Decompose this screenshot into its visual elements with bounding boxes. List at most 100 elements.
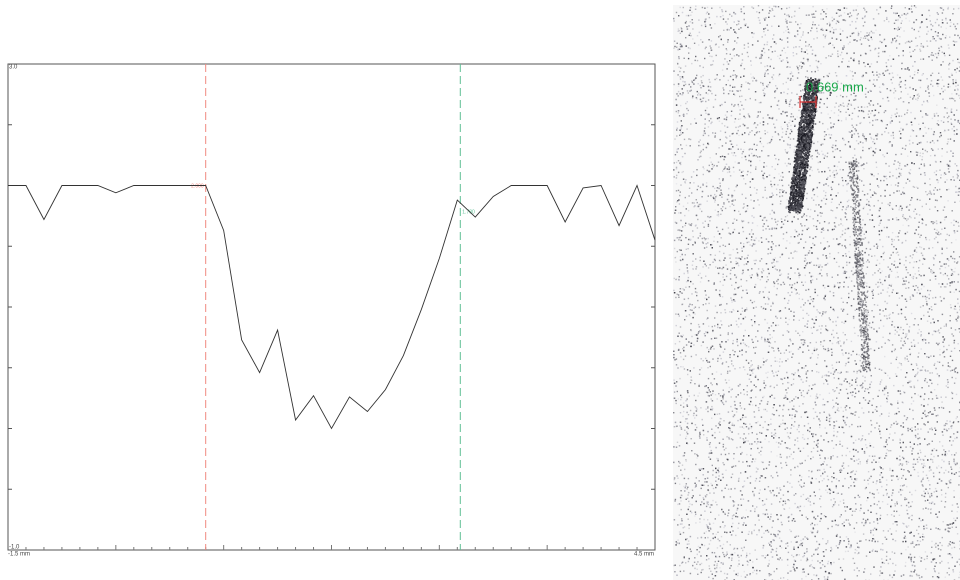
speckle xyxy=(717,161,720,163)
speckle xyxy=(902,422,904,424)
speckle xyxy=(888,314,890,317)
speckle xyxy=(928,239,931,241)
speckle xyxy=(957,343,959,345)
speckle xyxy=(912,295,915,297)
speckle xyxy=(900,504,903,507)
speckle xyxy=(749,423,751,425)
speckle xyxy=(914,71,916,73)
speckle xyxy=(767,225,769,227)
speckle xyxy=(725,469,727,471)
speckle xyxy=(746,391,748,393)
speckle xyxy=(742,230,745,233)
speckle xyxy=(895,28,898,30)
speckle xyxy=(912,50,914,52)
speckle xyxy=(720,346,722,348)
speckle xyxy=(782,223,785,225)
speckle xyxy=(888,276,890,278)
speckle xyxy=(910,505,912,508)
speckle xyxy=(722,178,724,180)
speckle xyxy=(890,450,892,452)
speckle xyxy=(705,303,707,305)
speckle xyxy=(835,75,838,77)
speckle xyxy=(710,528,712,530)
speckle xyxy=(768,6,771,9)
speckle xyxy=(808,250,811,252)
speckle xyxy=(845,454,847,457)
speckle xyxy=(797,101,799,104)
speckle xyxy=(712,185,714,188)
speckle xyxy=(917,373,919,375)
speckle xyxy=(948,480,950,482)
speckle xyxy=(694,291,697,293)
speckle xyxy=(882,336,884,338)
speckle xyxy=(862,382,864,384)
speckle xyxy=(754,134,756,136)
speckle xyxy=(753,187,756,189)
speckle xyxy=(758,409,760,412)
speckle xyxy=(885,538,888,540)
speckle xyxy=(773,434,775,436)
speckle xyxy=(770,235,773,237)
speckle xyxy=(705,357,707,360)
speckle xyxy=(800,559,802,561)
speckle xyxy=(918,328,920,331)
speckle xyxy=(896,219,898,221)
speckle xyxy=(921,339,924,341)
speckle xyxy=(717,213,720,215)
speckle xyxy=(793,398,795,400)
speckle xyxy=(956,67,958,70)
speckle xyxy=(810,451,813,453)
speckle xyxy=(746,385,748,387)
speckle xyxy=(788,6,791,9)
speckle xyxy=(938,375,940,377)
speckle xyxy=(953,342,955,344)
speckle xyxy=(869,89,871,92)
speckle xyxy=(710,64,712,66)
speckle xyxy=(729,567,731,569)
speckle xyxy=(893,163,895,165)
speckle xyxy=(803,63,805,65)
speckle xyxy=(850,57,852,59)
speckle xyxy=(690,438,692,440)
speckle xyxy=(933,491,935,493)
speckle xyxy=(944,130,947,132)
speckle xyxy=(957,34,959,37)
speckle xyxy=(851,112,854,114)
speckle xyxy=(827,478,830,481)
speckle xyxy=(905,561,907,564)
speckle xyxy=(817,329,819,331)
speckle xyxy=(829,492,831,495)
speckle xyxy=(683,289,685,291)
speckle xyxy=(737,574,739,577)
speckle xyxy=(936,210,939,212)
speckle xyxy=(839,88,841,90)
speckle xyxy=(835,444,837,446)
speckle xyxy=(864,376,866,379)
speckle xyxy=(861,75,864,78)
speckle xyxy=(705,559,708,561)
speckle xyxy=(854,128,856,130)
speckle xyxy=(743,12,745,15)
speckle xyxy=(828,55,830,57)
speckle xyxy=(677,90,680,93)
speckle xyxy=(928,356,930,359)
speckle xyxy=(891,263,893,265)
speckle xyxy=(758,292,761,294)
speckle xyxy=(850,544,852,546)
speckle xyxy=(785,349,787,351)
speckle xyxy=(697,455,699,457)
speckle xyxy=(722,244,724,246)
speckle xyxy=(730,405,732,408)
speckle xyxy=(839,340,841,342)
speckle xyxy=(750,199,752,201)
speckle xyxy=(951,359,954,362)
speckle xyxy=(952,152,954,154)
speckle xyxy=(897,26,900,29)
speckle xyxy=(876,480,878,482)
speckle xyxy=(717,204,719,206)
speckle xyxy=(876,259,879,261)
speckle xyxy=(781,189,783,191)
speckle xyxy=(761,555,763,557)
speckle xyxy=(721,122,723,125)
speckle xyxy=(893,22,896,24)
